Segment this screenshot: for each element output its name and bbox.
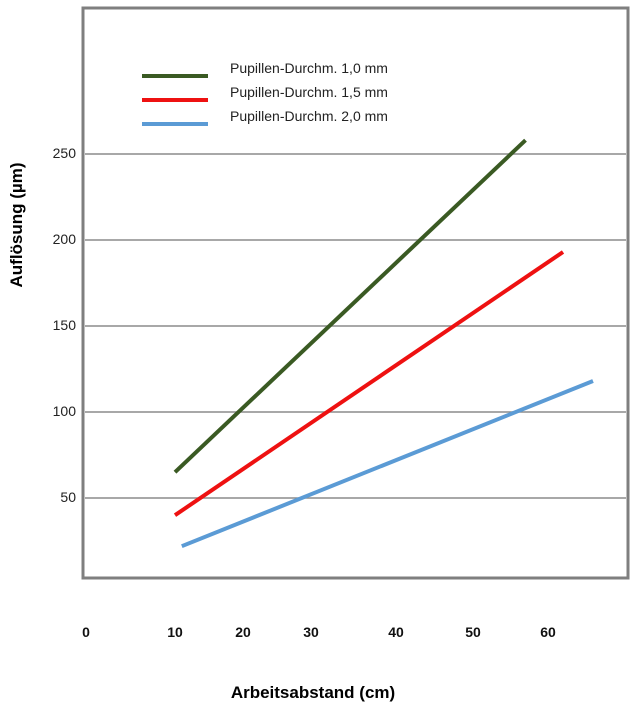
legend: Pupillen-Durchm. 1,0 mm Pupillen-Durchm. … [142,60,388,126]
y-tick-label: 100 [53,403,77,419]
plot-frame [81,6,630,580]
x-tick-label: 50 [465,624,481,640]
x-tick-label: 60 [540,624,556,640]
y-tick-label: 200 [53,231,77,247]
series-line-3 [181,379,594,549]
x-tick-label: 0 [82,624,90,640]
series-line-1 [173,138,527,474]
x-axis-title: Arbeitsabstand (cm) [231,683,395,702]
x-tick-label: 20 [235,624,251,640]
y-tick-labels: 50 100 150 200 250 [53,145,77,505]
series-line-2 [173,250,565,517]
x-tick-labels: 0 10 20 30 40 50 60 [82,624,556,640]
y-tick-label: 150 [53,317,77,333]
x-tick-label: 10 [167,624,183,640]
y-axis-title: Auflösung (µm) [7,163,26,288]
series-lines [173,138,594,549]
legend-label-2: Pupillen-Durchm. 1,5 mm [230,84,388,100]
gridlines [85,153,626,499]
x-tick-label: 30 [303,624,319,640]
y-tick-label: 250 [53,145,77,161]
x-tick-label: 40 [388,624,404,640]
legend-label-1: Pupillen-Durchm. 1,0 mm [230,60,388,76]
y-tick-label: 50 [60,489,76,505]
legend-label-3: Pupillen-Durchm. 2,0 mm [230,108,388,124]
